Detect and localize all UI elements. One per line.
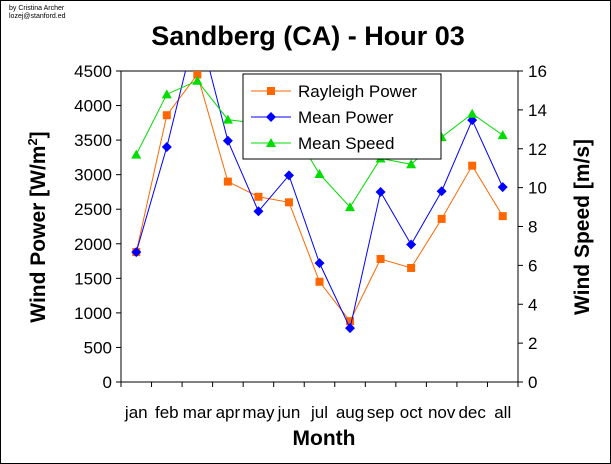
y-tick-label: 1000 bbox=[74, 304, 112, 323]
mean-speed-point bbox=[131, 149, 142, 159]
y2-tick-label: 10 bbox=[528, 179, 547, 198]
y2-tick-label: 0 bbox=[528, 373, 537, 392]
left-axis: 0 500 1000 1500 2000 2500 3000 3500 4000 4500 bbox=[74, 62, 121, 392]
rayleigh-power-point bbox=[254, 192, 263, 201]
x-tick-label: may bbox=[242, 403, 275, 422]
y2-tick-label: 4 bbox=[528, 295, 537, 314]
y-axis-title: Wind Power [W/m2] bbox=[25, 131, 50, 322]
x-tick-label: jan bbox=[124, 403, 148, 422]
mean-speed-point bbox=[497, 130, 508, 140]
mean-power-point bbox=[161, 142, 172, 153]
x-tick-label: aug bbox=[336, 403, 364, 422]
x-tick-label: sep bbox=[367, 403, 394, 422]
mean-power-point bbox=[253, 206, 264, 217]
y2-tick-label: 8 bbox=[528, 218, 537, 237]
mean-power-point bbox=[283, 170, 294, 181]
mean-power-point bbox=[131, 247, 142, 258]
mean-power-point bbox=[436, 186, 447, 197]
x-tick-label: nov bbox=[428, 403, 456, 422]
mean-power-point bbox=[375, 186, 386, 197]
mean-speed-point bbox=[222, 114, 233, 124]
mean-speed-point bbox=[161, 89, 172, 99]
mean-speed-point bbox=[345, 202, 356, 212]
y-tick-label: 500 bbox=[84, 338, 112, 357]
chart-title: Sandberg (CA) - Hour 03 bbox=[151, 21, 465, 51]
rayleigh-power-point bbox=[193, 71, 202, 79]
rayleigh-power-point bbox=[162, 111, 171, 120]
mean-power-point bbox=[406, 239, 417, 250]
x-tick-label: jul bbox=[310, 403, 328, 422]
rayleigh-power-point bbox=[346, 317, 355, 326]
x-tick-label: jun bbox=[277, 403, 301, 422]
mean-power-point bbox=[222, 135, 233, 146]
x-tick-label: feb bbox=[155, 403, 179, 422]
rayleigh-power-point bbox=[468, 161, 477, 170]
mean-power-point bbox=[497, 182, 508, 193]
mean-speed-point bbox=[192, 75, 203, 85]
legend-label-mean-speed: Mean Speed bbox=[298, 134, 394, 153]
x-tick-label: dec bbox=[458, 403, 486, 422]
y-tick-label: 4500 bbox=[74, 62, 112, 81]
rayleigh-power-point bbox=[437, 214, 446, 223]
rayleigh-power-point bbox=[498, 212, 507, 221]
y2-tick-label: 6 bbox=[528, 256, 537, 275]
x-tick-label: apr bbox=[216, 403, 241, 422]
y2-tick-label: 12 bbox=[528, 140, 547, 159]
y2-tick-label: 16 bbox=[528, 62, 547, 81]
y-tick-label: 1500 bbox=[74, 269, 112, 288]
legend-label-rayleigh-power: Rayleigh Power bbox=[298, 82, 417, 101]
rayleigh-power-point bbox=[223, 177, 232, 186]
y-tick-label: 2000 bbox=[74, 235, 112, 254]
y-tick-label: 0 bbox=[103, 373, 112, 392]
x-tick-label: oct bbox=[400, 403, 423, 422]
rayleigh-power-point bbox=[284, 198, 293, 207]
credit-email: lozej@stanford.ed bbox=[9, 13, 66, 20]
mean-speed-point bbox=[406, 159, 417, 169]
x-tick-label: all bbox=[494, 403, 511, 422]
right-axis: 0 2 4 6 8 10 12 14 16 bbox=[518, 62, 547, 392]
mean-speed-point bbox=[467, 108, 478, 118]
x-axis: jan feb mar apr may jun jul aug sep oct nov dec all bbox=[120, 382, 519, 422]
y2-tick-label: 14 bbox=[528, 101, 547, 120]
y2-axis-title: Wind Speed [m/s] bbox=[571, 139, 594, 315]
legend-marker-mean-speed bbox=[266, 138, 276, 147]
rayleigh-power-point bbox=[315, 277, 324, 286]
mean-power-point bbox=[345, 323, 356, 334]
x-tick-label: mar bbox=[183, 403, 213, 422]
legend-marker-rayleigh-power bbox=[267, 87, 275, 95]
rayleigh-power-point bbox=[407, 263, 416, 272]
legend: Rayleigh Power Mean Power Mean Speed bbox=[242, 73, 442, 160]
legend-marker-mean-power bbox=[266, 112, 276, 122]
y-tick-label: 3500 bbox=[74, 131, 112, 150]
series-layer bbox=[131, 71, 508, 334]
x-axis-title: Month bbox=[293, 427, 356, 450]
y-tick-label: 2500 bbox=[74, 200, 112, 219]
mean-speed-point bbox=[314, 169, 325, 179]
y-tick-label: 3000 bbox=[74, 166, 112, 185]
rayleigh-power-point bbox=[376, 254, 385, 263]
mean-power-point bbox=[314, 258, 325, 269]
y2-tick-label: 2 bbox=[528, 334, 537, 353]
legend-label-mean-power: Mean Power bbox=[298, 108, 394, 127]
credit-author: by Cristina Archer bbox=[9, 5, 65, 12]
y-tick-label: 4000 bbox=[74, 97, 112, 116]
